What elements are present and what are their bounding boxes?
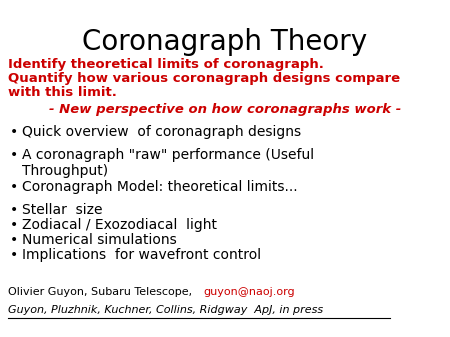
Text: A coronagraph "raw" performance (Useful
Throughput): A coronagraph "raw" performance (Useful … [22, 148, 314, 178]
Text: Zodiacal / Exozodiacal  light: Zodiacal / Exozodiacal light [22, 218, 217, 232]
Text: •: • [10, 203, 18, 217]
Text: Numerical simulations: Numerical simulations [22, 233, 177, 247]
Text: •: • [10, 125, 18, 139]
Text: Olivier Guyon, Subaru Telescope,: Olivier Guyon, Subaru Telescope, [8, 287, 196, 297]
Text: with this limit.: with this limit. [8, 86, 117, 99]
Text: Identify theoretical limits of coronagraph.: Identify theoretical limits of coronagra… [8, 58, 324, 71]
Text: Guyon, Pluzhnik, Kuchner, Collins, Ridgway  ApJ, in press: Guyon, Pluzhnik, Kuchner, Collins, Ridgw… [8, 305, 323, 315]
Text: Coronagraph Model: theoretical limits...: Coronagraph Model: theoretical limits... [22, 180, 297, 194]
Text: Stellar  size: Stellar size [22, 203, 103, 217]
Text: •: • [10, 148, 18, 162]
Text: - New perspective on how coronagraphs work -: - New perspective on how coronagraphs wo… [49, 103, 401, 116]
Text: •: • [10, 218, 18, 232]
Text: Coronagraph Theory: Coronagraph Theory [82, 28, 368, 56]
Text: guyon@naoj.org: guyon@naoj.org [203, 287, 295, 297]
Text: Quantify how various coronagraph designs compare: Quantify how various coronagraph designs… [8, 72, 400, 85]
Text: •: • [10, 180, 18, 194]
Text: •: • [10, 233, 18, 247]
Text: •: • [10, 248, 18, 262]
Text: Quick overview  of coronagraph designs: Quick overview of coronagraph designs [22, 125, 301, 139]
Text: Implications  for wavefront control: Implications for wavefront control [22, 248, 261, 262]
